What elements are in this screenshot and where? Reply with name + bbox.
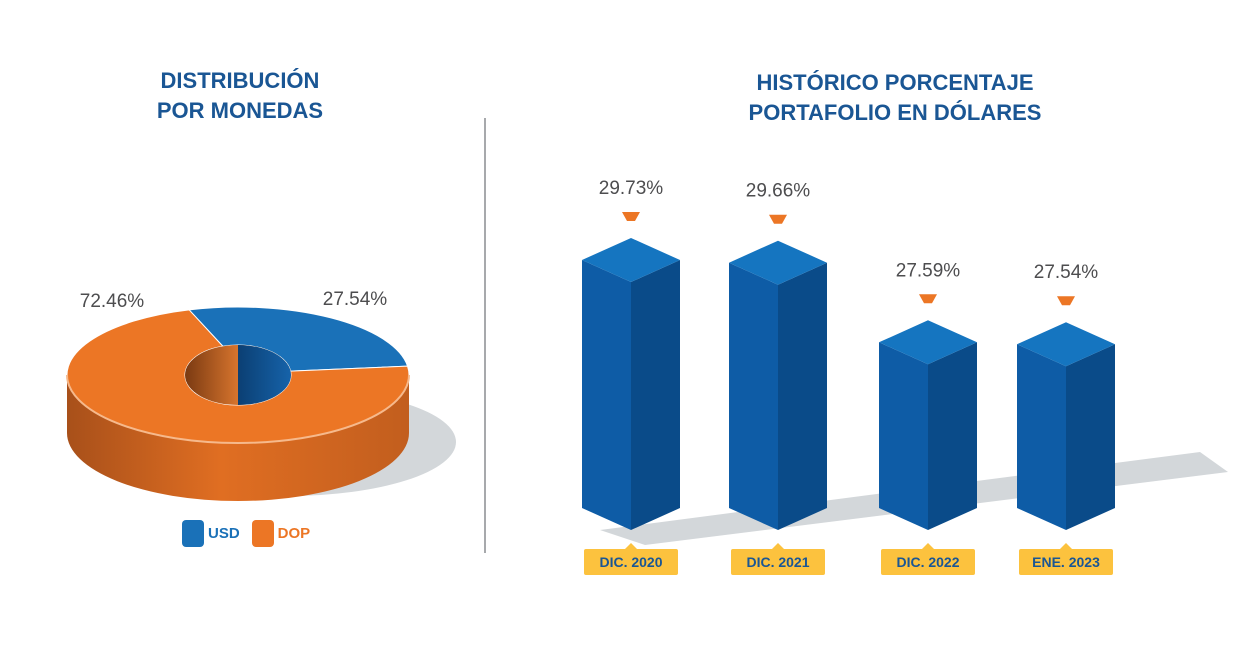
bar-1: 29.73%: [582, 178, 680, 530]
pie-chart-title: DISTRIBUCIÓN POR MONEDAS: [90, 66, 390, 126]
bar-face-left: [1017, 344, 1066, 530]
bar-value-label: 29.73%: [599, 178, 664, 199]
pie-title-line-1: DISTRIBUCIÓN: [160, 68, 320, 93]
pie-side-wall: [67, 375, 409, 501]
bar-face-left: [879, 342, 928, 530]
bar-title-line-1: HISTÓRICO PORCENTAJE: [756, 70, 1034, 95]
bar-value-label: 29.66%: [746, 181, 811, 202]
bar-2: 29.66%: [729, 181, 827, 530]
bar-top: [729, 240, 827, 285]
bar-face-right: [928, 342, 977, 530]
bar-title-line-2: PORTAFOLIO EN DÓLARES: [748, 100, 1042, 125]
pie-title-line-2: POR MONEDAS: [156, 98, 324, 123]
bar-face-left: [582, 260, 631, 530]
pie-rim-highlight: [66, 374, 410, 444]
bar-face-right: [631, 260, 680, 530]
bar-category-label: ENE. 2023: [1019, 543, 1113, 575]
donut-chart: 27.54% 72.46%: [66, 289, 456, 501]
bar-marker: [622, 212, 640, 221]
bar-value-label: 27.54%: [1034, 262, 1099, 283]
bar-marker: [769, 214, 787, 224]
pie-value-label-dop: 72.46%: [80, 291, 145, 312]
bar-category-label: DIC. 2021: [731, 543, 825, 575]
bar-category-label: DIC. 2022: [881, 543, 975, 575]
legend-label-dop: DOP: [277, 525, 311, 542]
bar-face-right: [1066, 344, 1115, 530]
pie-hole-usd: [238, 345, 291, 405]
bar-top: [879, 320, 977, 365]
bar-marker: [1057, 296, 1075, 306]
bar-chart-title: HISTÓRICO PORCENTAJE PORTAFOLIO EN DÓLAR…: [680, 68, 1110, 128]
bar-marker: [919, 294, 937, 304]
legend-item-dop: DOP: [251, 520, 311, 547]
bar-category-label: DIC. 2020: [584, 543, 678, 575]
pie-legend: USD DOP: [182, 520, 322, 547]
legend-item-usd: USD: [182, 520, 240, 547]
bar-4: 27.54%: [1017, 262, 1115, 530]
bar-face-right: [778, 262, 827, 530]
legend-label-usd: USD: [208, 525, 240, 542]
bar-top: [1017, 322, 1115, 367]
chart-divider: [484, 118, 486, 553]
bar-top: [582, 238, 680, 282]
legend-swatch-dop: [251, 520, 274, 547]
bar-face-left: [729, 262, 778, 530]
legend-swatch-usd: [182, 520, 204, 547]
bar-value-label: 27.59%: [896, 260, 961, 281]
pie-value-label-usd: 27.54%: [323, 289, 388, 310]
bar-3: 27.59%: [879, 260, 977, 530]
